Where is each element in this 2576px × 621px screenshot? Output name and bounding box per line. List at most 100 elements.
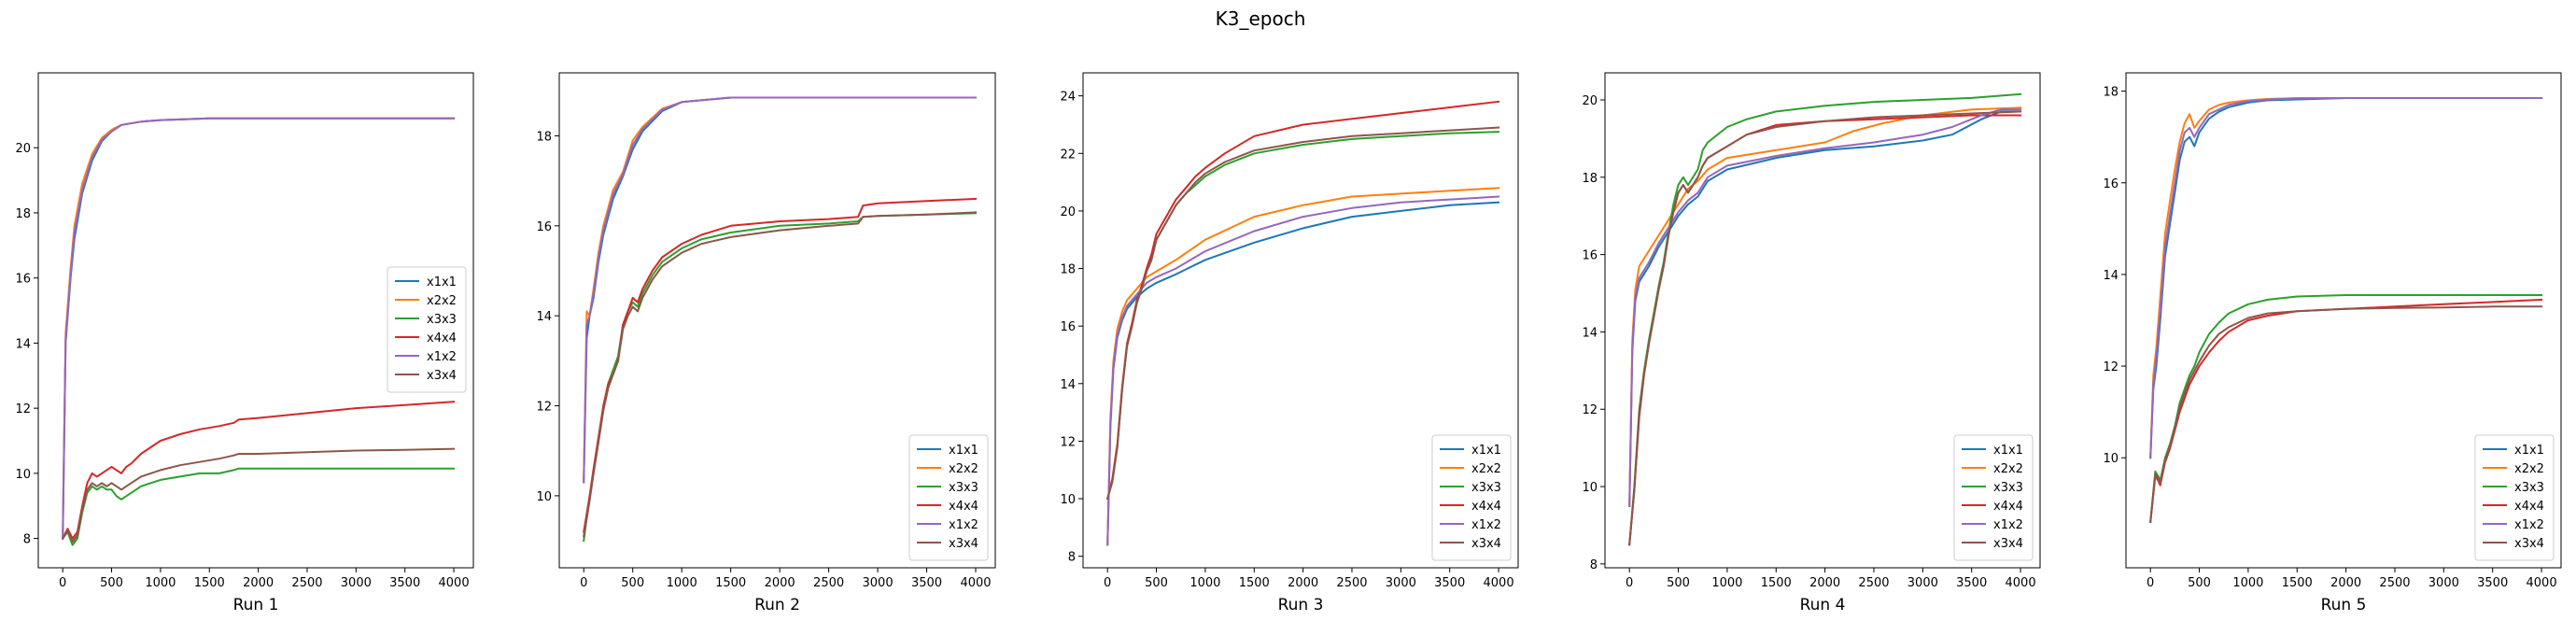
- x-tick-label: 0: [59, 576, 66, 590]
- x-tick-label: 0: [580, 576, 587, 590]
- legend-box: [908, 434, 989, 561]
- x-tick-label: 0: [1626, 576, 1633, 590]
- x-tick-label: 1500: [194, 576, 225, 590]
- x-tick-label: 1000: [2232, 576, 2263, 590]
- y-tick-label: 10: [15, 468, 31, 482]
- plot-area: [1105, 100, 1500, 546]
- x-tick-label: 2500: [2379, 576, 2410, 590]
- x-tick-label: 3000: [2428, 576, 2459, 590]
- y-tick-label: 12: [2103, 360, 2119, 374]
- x-tick-label: 2500: [813, 576, 844, 590]
- subplot-5: 0 500 1000 1500 2000 2500 3000 3500 4000 10 12 14 16…: [2103, 72, 2562, 614]
- x-tick-label: 4000: [1484, 576, 1514, 590]
- x-tick-label: 2000: [1809, 576, 1840, 590]
- x-tick-label: 1000: [1189, 576, 1220, 590]
- series-line-x3x4: [61, 447, 456, 543]
- legend-entry-x2x2: x2x2: [427, 294, 457, 308]
- x-tick-label: 500: [1145, 576, 1168, 590]
- axes-frame: [558, 72, 996, 569]
- legend-entry-x3x4: x3x4: [1471, 537, 1501, 551]
- series-line-x4x4: [61, 401, 456, 540]
- subplot-4: 0 500 1000 1500 2000 2500 3000 3500 4000 8 10 12 14 1…: [1582, 72, 2041, 614]
- x-tick-label: 2000: [243, 576, 274, 590]
- x-tick-label: 2500: [1858, 576, 1889, 590]
- legend-entry-x3x4: x3x4: [427, 369, 457, 383]
- series-line-x1x2: [2149, 97, 2543, 459]
- x-tick-label: 3000: [1386, 576, 1416, 590]
- y-tick-label: 18: [2103, 86, 2119, 100]
- legend-entry-x1x2: x1x2: [1471, 518, 1501, 532]
- legend-entry-x4x4: x4x4: [1471, 500, 1501, 514]
- legend-entry-x3x3: x3x3: [1993, 481, 2023, 495]
- series-line-x1x2: [62, 117, 456, 540]
- y-tick-label: 14: [536, 310, 552, 324]
- x-axis-label: Run 1: [233, 596, 279, 614]
- y-tick-label: 8: [23, 533, 31, 547]
- y-tick-label: 12: [15, 402, 31, 416]
- legend-entry-x3x3: x3x3: [427, 313, 457, 327]
- x-tick-label: 2500: [1336, 576, 1367, 590]
- legend: x1x1 x2x2 x3x3 x4x4 x1x2 x3x4: [387, 266, 467, 393]
- x-tick-label: 0: [1104, 576, 1111, 590]
- y-tick-label: 10: [536, 490, 552, 504]
- legend: x1x1 x2x2 x3x3 x4x4 x1x2 x3x4: [1953, 434, 2034, 561]
- series-line-x2x2: [2149, 97, 2543, 459]
- x-tick-label: 2000: [765, 576, 795, 590]
- x-tick-label: 2000: [2330, 576, 2361, 590]
- legend-entry-x3x3: x3x3: [1471, 481, 1501, 495]
- x-tick-label: 500: [100, 576, 123, 590]
- legend-entry-x3x4: x3x4: [2514, 537, 2544, 551]
- legend-entry-x4x4: x4x4: [949, 500, 978, 514]
- x-tick-label: 4000: [960, 576, 991, 590]
- x-tick-label: 1000: [667, 576, 697, 590]
- y-tick-label: 20: [1060, 205, 1076, 219]
- y-tick-label: 16: [2103, 177, 2119, 191]
- y-tick-label: 18: [1582, 172, 1598, 186]
- x-tick-label: 1000: [145, 576, 176, 590]
- plot-area: [1628, 92, 2022, 546]
- legend-box: [2474, 434, 2555, 561]
- legend-entry-x1x1: x1x1: [949, 444, 978, 458]
- x-tick-label: 3000: [1907, 576, 1938, 590]
- series-line-x1x2: [1106, 195, 1500, 546]
- x-axis-label: Run 2: [754, 596, 800, 614]
- legend-entry-x2x2: x2x2: [949, 462, 978, 476]
- legend-entry-x3x3: x3x3: [2514, 481, 2544, 495]
- y-tick-label: 10: [1060, 493, 1076, 507]
- x-axis-label: Run 3: [1278, 596, 1324, 614]
- legend-entry-x1x2: x1x2: [2514, 518, 2544, 532]
- x-tick-label: 1500: [715, 576, 746, 590]
- legend: x1x1 x2x2 x3x3 x4x4 x1x2 x3x4: [908, 434, 989, 561]
- x-tick-label: 500: [2188, 576, 2211, 590]
- y-tick-label: 12: [1582, 403, 1598, 417]
- x-tick-label: 4000: [439, 576, 470, 590]
- x-axis-label: Run 5: [2321, 596, 2367, 614]
- axes-frame: [1604, 72, 2041, 569]
- y-tick-label: 8: [1590, 558, 1598, 572]
- y-tick-label: 10: [1582, 481, 1598, 495]
- subplot-1: 0 500 1000 1500 2000 2500 3000 3500 4000 8 10 12 14 1…: [15, 72, 474, 614]
- x-tick-label: 500: [621, 576, 644, 590]
- x-tick-label: 4000: [2006, 576, 2036, 590]
- series-line-x3x4: [1105, 126, 1500, 501]
- legend-entry-x1x1: x1x1: [1993, 444, 2023, 458]
- y-tick-label: 20: [1582, 94, 1598, 108]
- axes-frame: [37, 72, 474, 569]
- plot-area: [583, 96, 978, 543]
- x-tick-label: 1500: [1761, 576, 1792, 590]
- legend: x1x1 x2x2 x3x3 x4x4 x1x2 x3x4: [1431, 434, 1512, 561]
- legend-entry-x1x2: x1x2: [427, 350, 457, 364]
- y-tick-label: 16: [536, 220, 552, 234]
- series-line-x1x1: [1628, 110, 2022, 507]
- x-tick-label: 1000: [1711, 576, 1742, 590]
- x-tick-label: 2500: [291, 576, 322, 590]
- legend-entry-x2x2: x2x2: [1471, 462, 1501, 476]
- x-tick-label: 3500: [2477, 576, 2508, 590]
- y-tick-label: 22: [1060, 148, 1076, 162]
- figure-title: K3_epoch: [1216, 7, 1306, 30]
- axes-frame: [1082, 72, 1519, 569]
- legend-entry-x2x2: x2x2: [1993, 462, 2023, 476]
- y-tick-label: 14: [2103, 269, 2119, 283]
- y-tick-label: 14: [1060, 378, 1076, 392]
